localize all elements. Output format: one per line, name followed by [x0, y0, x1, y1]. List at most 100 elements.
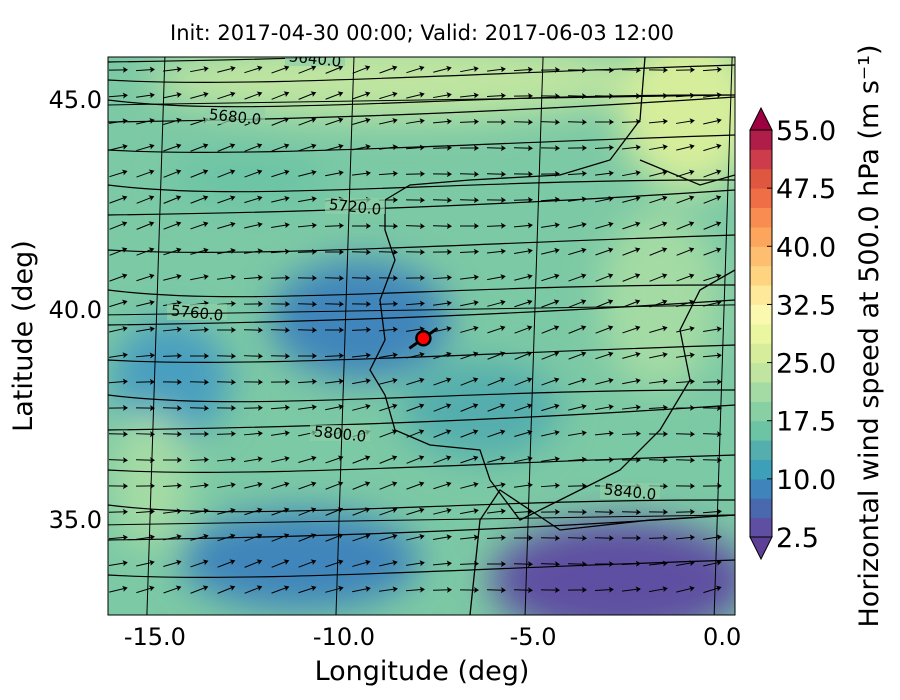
colorbar-band [750, 323, 772, 344]
arrow-head [635, 378, 641, 384]
coastline [369, 57, 735, 615]
contour-line [108, 64, 735, 83]
arrow-shaft [136, 328, 153, 332]
arrow-head [284, 222, 290, 229]
wind-arrow [540, 587, 560, 594]
arrow-head [392, 196, 398, 203]
arrow-head [418, 403, 425, 410]
arrow-head [391, 507, 398, 514]
arrow-shaft [271, 457, 288, 463]
arrow-head [553, 325, 560, 331]
arrow-shaft [190, 196, 207, 204]
arrow-shaft [109, 274, 126, 282]
arrow-shaft [163, 535, 180, 541]
arrow-head [365, 170, 371, 177]
arrow-head [554, 482, 560, 489]
wind-arrow [217, 91, 236, 100]
arrow-shaft [379, 119, 396, 125]
arrow-shaft [649, 380, 666, 384]
colorbar-tick-label: 17.5 [776, 407, 836, 438]
wind-arrow [243, 300, 263, 307]
arrow-shaft [270, 329, 289, 331]
arrow-shaft [621, 121, 640, 123]
arrow-shaft [217, 484, 234, 489]
arrow-shaft [676, 222, 693, 230]
arrow-shaft [568, 432, 585, 436]
wind-arrow [541, 456, 560, 463]
wind-arrow [460, 92, 479, 99]
arrow-head [662, 509, 668, 516]
y-tick-label: 45.0 [49, 86, 102, 114]
arrow-head [554, 508, 560, 515]
arrow-shaft [541, 458, 558, 462]
wind-arrow [702, 431, 722, 438]
arrow-shaft [109, 222, 126, 230]
arrow-shaft [136, 119, 153, 125]
arrow-shaft [163, 561, 180, 567]
wind-arrow [567, 535, 587, 542]
arrow-head [608, 430, 614, 437]
arrow-shaft [109, 248, 126, 256]
wind-arrow [541, 247, 560, 255]
wind-arrow [676, 560, 695, 567]
arrow-head [607, 221, 614, 228]
arrow-head [203, 247, 209, 254]
arrow-head [149, 559, 155, 566]
wind-arrow [271, 222, 290, 229]
arrow-head [256, 507, 263, 514]
arrow-head [419, 118, 425, 125]
arrow-head [310, 481, 317, 488]
arrow-head [689, 560, 695, 567]
arrow-head [473, 508, 479, 515]
wind-arrow [568, 351, 587, 360]
wind-arrow [567, 456, 587, 463]
arrow-head [581, 586, 587, 593]
arrow-head [581, 430, 587, 437]
contour-line [108, 134, 735, 153]
wind-arrow [459, 587, 479, 594]
arrow-head [365, 403, 371, 410]
wind-arrow [109, 585, 128, 593]
wind-arrow [568, 196, 587, 203]
wind-arrow [325, 170, 344, 177]
wind-arrow [217, 248, 236, 255]
arrow-shaft [595, 353, 612, 360]
wind-arrow [703, 559, 722, 567]
arrow-shaft [244, 250, 261, 254]
wind-arrow [243, 379, 263, 386]
wind-arrow [622, 586, 641, 593]
arrow-head [716, 508, 722, 515]
colorbar-band [750, 304, 772, 325]
wind-arrow [271, 117, 290, 126]
wind-arrow [433, 403, 452, 412]
arrow-shaft [406, 562, 423, 566]
wind-arrow [298, 196, 317, 203]
arrow-shaft [135, 68, 154, 72]
wind-arrow [567, 561, 587, 568]
contour-label: 5800.0 [313, 422, 367, 445]
wind-arrow [162, 405, 182, 412]
arrow-head [473, 481, 479, 488]
location-marker [415, 330, 432, 347]
arrow-shaft [405, 588, 424, 592]
arrow-head [661, 195, 668, 202]
wind-arrow [163, 534, 182, 541]
arrow-shaft [648, 537, 667, 539]
arrow-shaft [406, 67, 423, 74]
arrow-head [446, 248, 452, 255]
wind-arrow [298, 169, 317, 177]
wind-arrow [244, 248, 263, 255]
wind-arrow [702, 405, 722, 412]
wind-arrow [459, 171, 479, 178]
arrow-head [230, 379, 236, 386]
wind-arrow [351, 301, 371, 308]
arrow-head [553, 351, 560, 357]
arrow-head [553, 299, 560, 306]
wind-arrow [271, 91, 290, 100]
wind-arrow [433, 455, 452, 464]
arrow-head [203, 274, 209, 280]
wind-arrow [676, 195, 695, 204]
arrow-head [446, 144, 452, 151]
arrow-shaft [432, 199, 451, 201]
arrow-shaft [298, 171, 315, 177]
